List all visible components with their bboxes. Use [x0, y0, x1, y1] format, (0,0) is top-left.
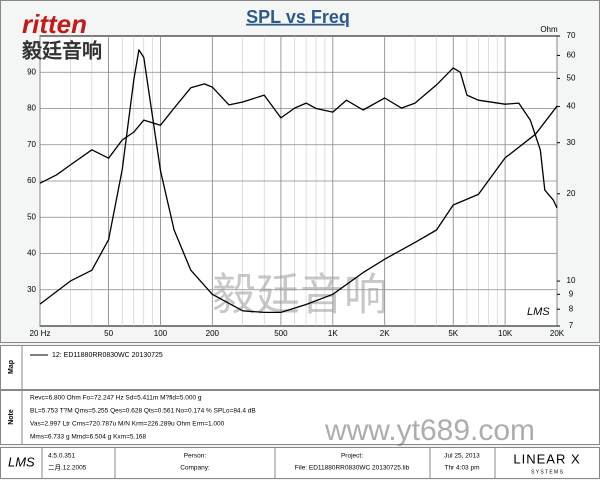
legend-entry: 12: ED11880RR0830WC 20130725 [52, 352, 163, 359]
y-tick-label: 50 [27, 212, 36, 221]
project: Project: [341, 453, 363, 460]
map-label: Map [8, 360, 15, 374]
y-tick-label: 30 [27, 285, 36, 294]
y2-tick-label: 9 [569, 289, 574, 298]
version: 4.5.0.351 [48, 453, 75, 460]
y-tick-label: 40 [27, 249, 36, 258]
x-tick-label: 5K [448, 329, 458, 338]
y2-tick-label: 7 [569, 321, 574, 330]
note-line: Vas=2.997 Ltr Cms=720.787u M/N Krm=226.2… [30, 421, 225, 428]
y2-tick-label: 40 [567, 102, 576, 111]
x-tick-label: 100 [154, 329, 168, 338]
brand: LINEAR X [513, 451, 580, 466]
series-line [39, 67, 558, 209]
app-logo: LMS [8, 454, 35, 469]
y2-axis-label: Ohm [540, 25, 558, 34]
y-tick-label: 60 [27, 176, 36, 185]
note-lines: Revc=6.800 Ohm Fo=72.247 Hz Sd=5.411m M?… [30, 395, 256, 441]
time: Thr 4:03 pm [444, 465, 479, 472]
y2-tick-label: 60 [567, 51, 576, 60]
file: File: ED11880RR0830WC 20130725.lib [295, 465, 410, 472]
logo-cn: 毅廷音响 [21, 38, 102, 62]
x-tick-label: 20 Hz [30, 329, 51, 338]
y2-tick-label: 20 [567, 189, 576, 198]
y-tick-label: 70 [27, 140, 36, 149]
x-tick-label: 500 [274, 329, 288, 338]
chart-title: SPL vs Freq [246, 7, 350, 27]
y2-tick-label: 30 [567, 138, 576, 147]
date: Jul 25, 2013 [444, 453, 480, 460]
note-panel [0, 390, 600, 445]
watermark: www.yt689.com [324, 414, 535, 447]
x-tick-label: 1K [328, 329, 338, 338]
y2-tick-label: 50 [567, 73, 576, 82]
brand-sub: S Y S T E M S [531, 469, 564, 475]
logo: ritten [22, 9, 87, 39]
note-label: Note [8, 409, 15, 425]
y2-tick-label: 10 [567, 276, 576, 285]
x-tick-label: 20K [550, 329, 565, 338]
company: Company: [180, 465, 210, 472]
y-tick-label: 80 [27, 104, 36, 113]
lms-watermark: LMS [527, 306, 550, 318]
note-line: BL=5.753 T?M Qms=5.255 Qes=0.628 Qts=0.5… [30, 408, 256, 415]
build-date: 二月.12.2005 [48, 464, 87, 472]
person: Person: [184, 453, 207, 460]
x-tick-label: 50 [104, 329, 113, 338]
footer [0, 447, 600, 479]
watermark: 毅廷音响 [212, 271, 388, 320]
grid [39, 36, 558, 326]
y-tick-label: 90 [27, 67, 36, 76]
note-line: Mms=6.733 g Mmd=6.504 g Kxm=5.168 [30, 434, 147, 441]
x-tick-label: 2K [380, 329, 390, 338]
note-line: Revc=6.800 Ohm Fo=72.247 Hz Sd=5.411m M?… [30, 395, 202, 402]
y2-tick-label: 8 [569, 304, 574, 313]
x-tick-label: 10K [498, 329, 513, 338]
x-tick-label: 200 [206, 329, 220, 338]
y2-tick-label: 70 [567, 31, 576, 40]
series-line [39, 49, 558, 314]
